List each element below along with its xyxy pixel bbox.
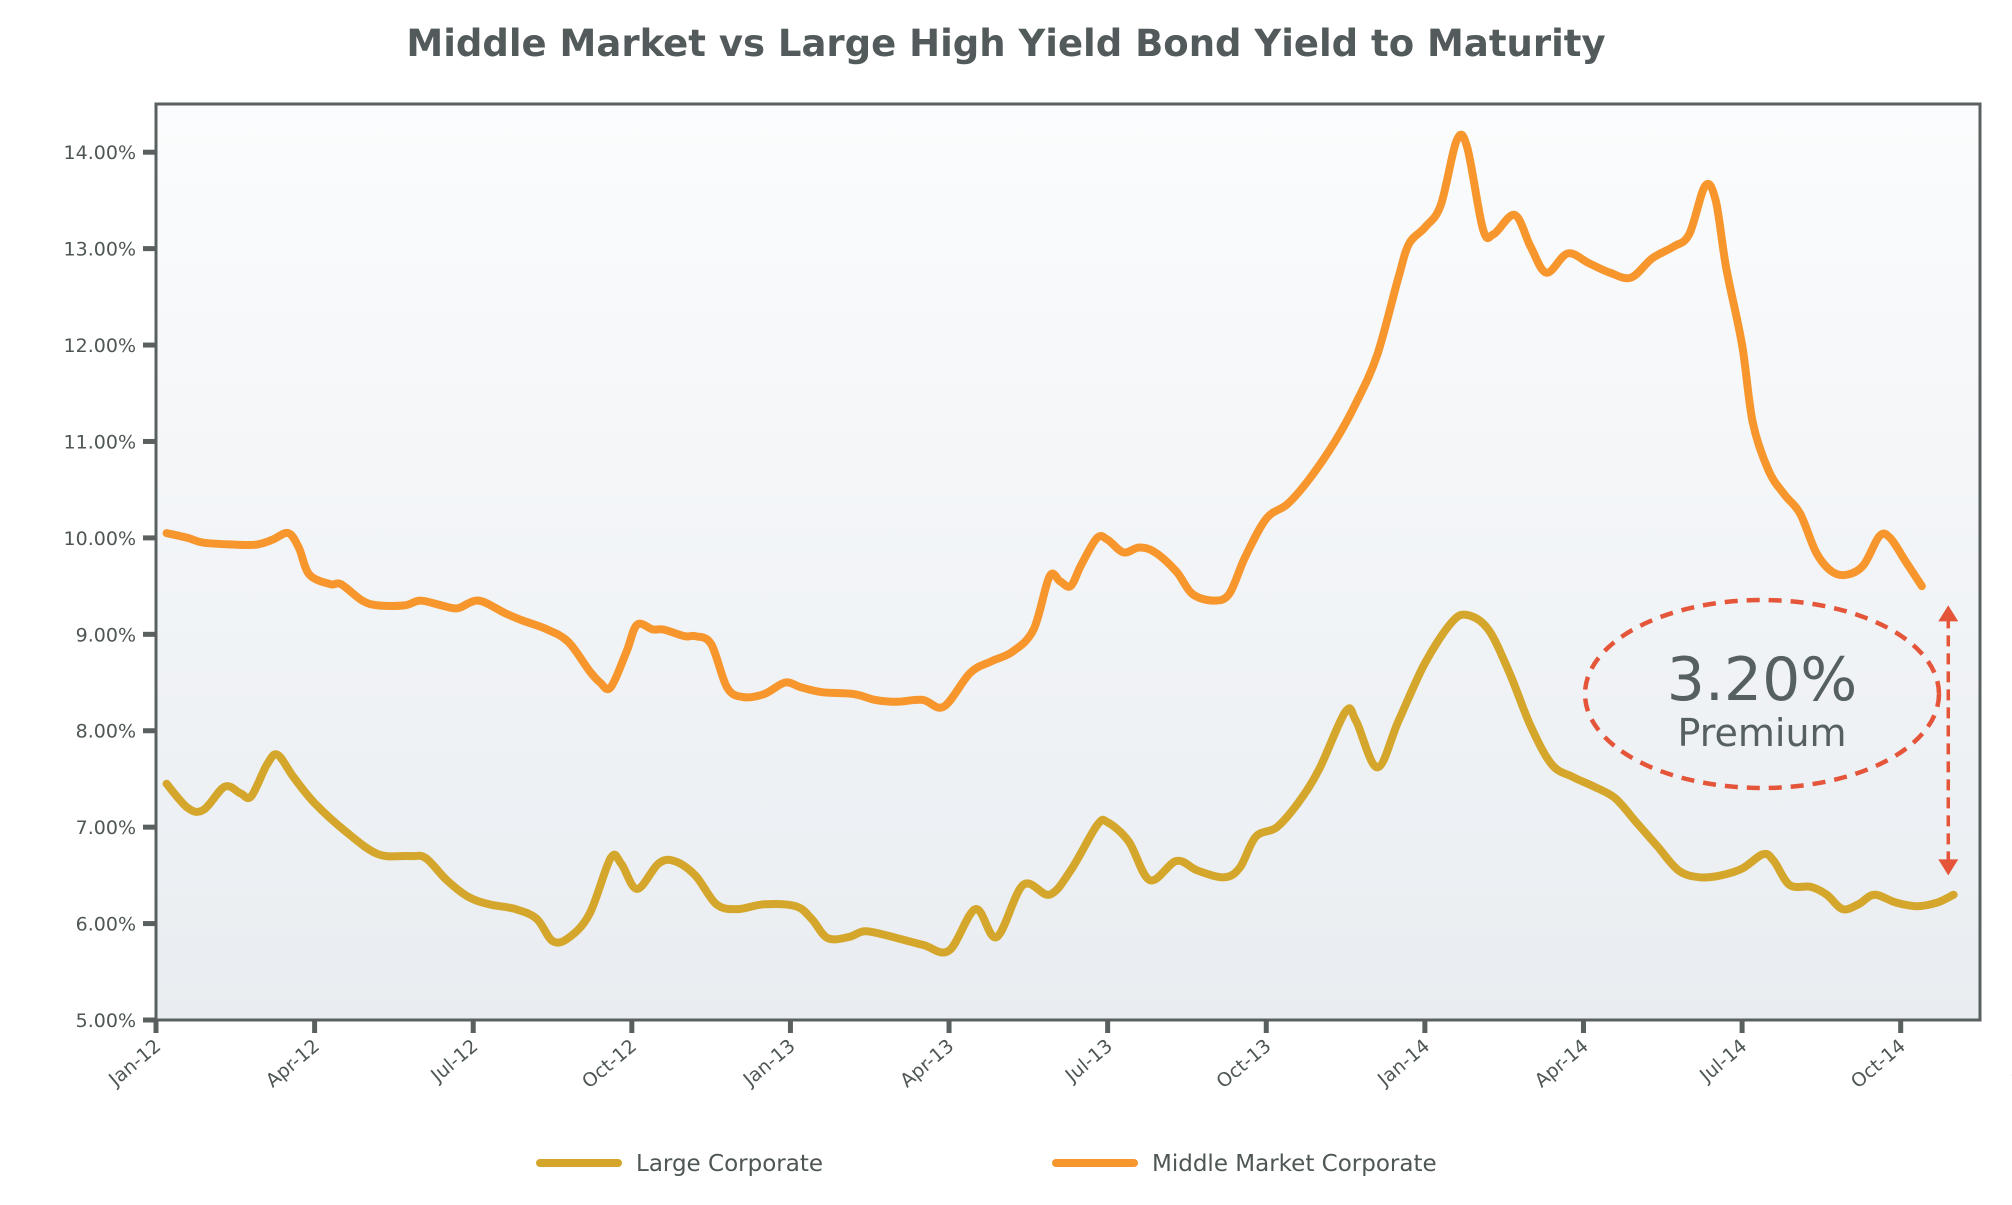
y-tick-label: 5.00%: [76, 1010, 136, 1032]
legend: Large Corporate Middle Market Corporate: [536, 1151, 1437, 1177]
x-tick-label: Jul-14: [1695, 1035, 1751, 1087]
x-tick-label: Jan-12: [104, 1035, 165, 1091]
premium-arrow-head-bottom: [1938, 859, 1959, 876]
chart-title: Middle Market vs Large High Yield Bond Y…: [406, 22, 1605, 65]
premium-ellipse: [1582, 597, 1942, 791]
plot-border: [154, 102, 1982, 1022]
x-tick-label: Jan-13: [739, 1035, 800, 1091]
series-layer: [162, 130, 1958, 957]
x-tick-label: Apr-14: [1531, 1035, 1593, 1092]
legend-label-large-corporate: Large Corporate: [636, 1151, 823, 1177]
y-tick-label: 12.00%: [64, 335, 136, 357]
y-tick-label: 9.00%: [76, 624, 136, 646]
y-tick-label: 14.00%: [64, 142, 136, 164]
x-tick-label: Apr-12: [262, 1035, 324, 1092]
premium-annotation: 3.20% Premium: [1582, 597, 1959, 876]
premium-label: Premium: [1677, 711, 1846, 755]
x-tick-label: Jul-12: [426, 1035, 482, 1087]
x-tick-label: Jan-15: [2007, 1035, 2012, 1091]
series-line-large-corporate: [162, 610, 1958, 957]
series-line-middle-market-corporate: [162, 130, 1926, 712]
x-tick-label: Jul-13: [1061, 1035, 1117, 1087]
x-tick-label: Oct-12: [578, 1035, 641, 1093]
x-tick-label: Jan-14: [1373, 1035, 1434, 1091]
y-tick-label: 6.00%: [76, 914, 136, 936]
y-tick-label: 11.00%: [64, 431, 136, 453]
premium-value: 3.20%: [1667, 645, 1858, 715]
x-axis: Jan-12 Apr-12 Jul-12 Oct-12 Jan-13 Apr-13 Jul-…: [104, 1020, 2012, 1093]
y-tick-label: 7.00%: [76, 817, 136, 839]
y-tick-label: 13.00%: [64, 239, 136, 261]
x-tick-label: Apr-13: [896, 1035, 958, 1092]
y-tick-label: 8.00%: [76, 721, 136, 743]
premium-arrow-head-top: [1938, 605, 1959, 622]
legend-label-middle-market-corporate: Middle Market Corporate: [1152, 1151, 1437, 1177]
y-tick-label: 10.00%: [64, 528, 136, 550]
x-tick-label: Oct-13: [1212, 1035, 1275, 1093]
y-axis: 5.00% 6.00% 7.00% 8.00% 9.00% 10.00% 11.00% 12.…: [64, 142, 156, 1032]
x-tick-label: Oct-14: [1847, 1035, 1910, 1093]
plot-area: [156, 104, 1980, 1020]
